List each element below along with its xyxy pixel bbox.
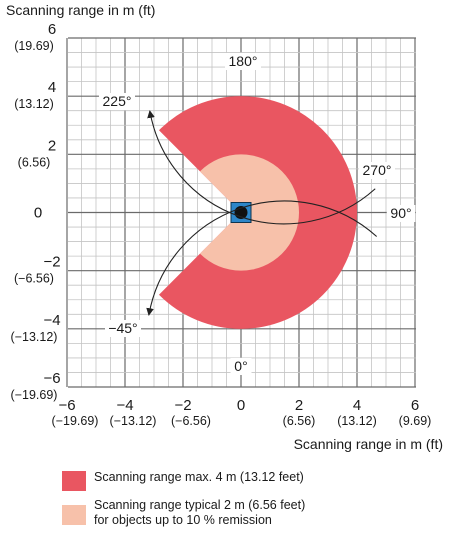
x-tick-label: −6 bbox=[58, 397, 75, 414]
x-tick-sublabel: (6.56) bbox=[283, 414, 316, 428]
y-tick-sublabel: (−19.69) bbox=[11, 388, 58, 402]
y-tick-sublabel: (−6.56) bbox=[14, 272, 54, 286]
legend-swatch-max bbox=[62, 471, 86, 491]
x-tick-label: 0 bbox=[237, 397, 245, 414]
chart-title: Scanning range in m (ft) bbox=[6, 2, 155, 18]
y-tick-label: −6 bbox=[43, 370, 60, 387]
angle-label: 90° bbox=[390, 205, 411, 221]
angle-label-bg bbox=[225, 53, 261, 70]
x-tick-label: 6 bbox=[411, 397, 419, 414]
angle-label: 0° bbox=[234, 358, 247, 374]
y-tick-label: 0 bbox=[34, 205, 42, 222]
x-tick-label: −4 bbox=[116, 397, 133, 414]
legend-item-max-range: Scanning range max. 4 m (13.12 feet) bbox=[62, 470, 304, 491]
x-tick-sublabel: (13.12) bbox=[337, 414, 377, 428]
y-tick-sublabel: (19.69) bbox=[14, 39, 54, 53]
legend-item-typical-range: Scanning range typical 2 m (6.56 feet) f… bbox=[62, 498, 305, 528]
x-tick-sublabel: (9.69) bbox=[399, 414, 432, 428]
y-axis-ticks: 6(19.69) 4(13.12) 2(6.56) 0 −2(−6.56) −4(−13.… bbox=[11, 21, 61, 402]
angle-arcs bbox=[146, 110, 378, 316]
x-tick-sublabel: (−6.56) bbox=[171, 414, 211, 428]
x-axis-label: Scanning range in m (ft) bbox=[294, 436, 443, 452]
x-tick-label: 4 bbox=[353, 397, 361, 414]
legend-label-typical: Scanning range typical 2 m (6.56 feet) f… bbox=[94, 498, 306, 527]
angle-labels: 180° 225° 270° 90° −45° 0° bbox=[99, 53, 416, 375]
angle-label: 225° bbox=[103, 93, 132, 109]
y-tick-label: −4 bbox=[43, 312, 60, 329]
y-tick-sublabel: (13.12) bbox=[14, 97, 54, 111]
angle-label: 180° bbox=[229, 53, 258, 69]
arc-lower bbox=[146, 200, 378, 316]
x-tick-sublabel: (−19.69) bbox=[52, 414, 99, 428]
angle-label: −45° bbox=[108, 320, 137, 336]
arc-upper bbox=[147, 110, 376, 225]
y-tick-label: 6 bbox=[48, 21, 56, 38]
angle-label-bg bbox=[230, 358, 252, 375]
x-tick-label: −2 bbox=[174, 397, 191, 414]
angle-label-bg bbox=[105, 320, 141, 337]
y-tick-sublabel: (−13.12) bbox=[11, 330, 58, 344]
angle-label-bg bbox=[359, 162, 395, 179]
legend-swatch-typical bbox=[62, 505, 86, 525]
angle-label-bg bbox=[99, 93, 135, 110]
angle-label-bg bbox=[386, 205, 416, 222]
legend-label-max: Scanning range max. 4 m (13.12 feet) bbox=[94, 470, 304, 484]
x-tick-sublabel: (−13.12) bbox=[110, 414, 157, 428]
x-tick-label: 2 bbox=[295, 397, 303, 414]
x-axis-ticks: −6(−19.69) −4(−13.12) −2(−6.56) 0 2(6.56) 4(1… bbox=[52, 397, 432, 428]
y-tick-label: 4 bbox=[48, 79, 56, 96]
y-tick-label: 2 bbox=[48, 137, 56, 154]
y-tick-label: −2 bbox=[43, 254, 60, 271]
y-tick-sublabel: (6.56) bbox=[18, 155, 51, 169]
angle-label: 270° bbox=[363, 162, 392, 178]
